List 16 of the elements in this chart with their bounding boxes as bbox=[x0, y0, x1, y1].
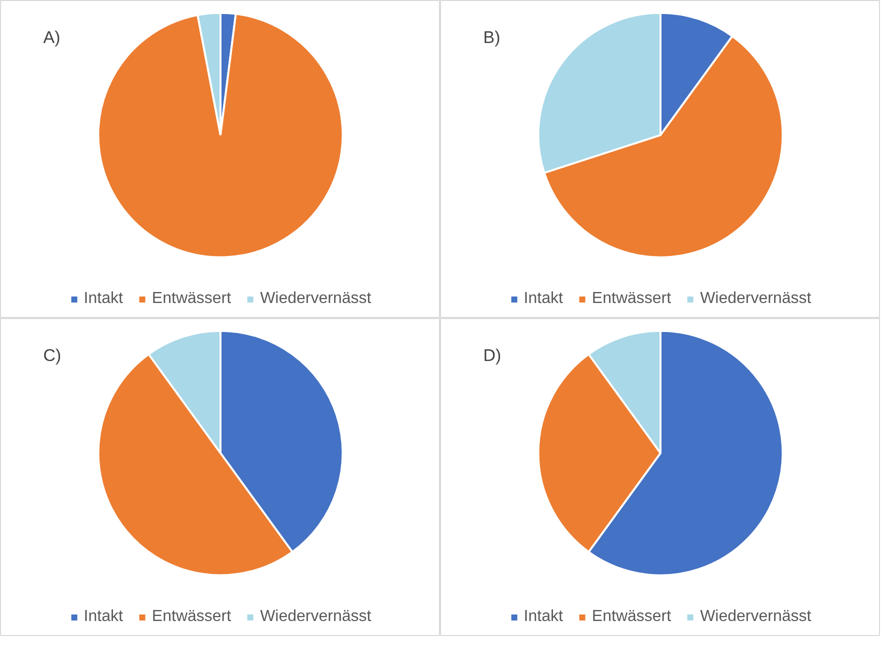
legend-label: Intakt bbox=[524, 608, 563, 626]
legend-label: Entwässert bbox=[592, 290, 672, 308]
legend-label: Entwässert bbox=[152, 608, 232, 626]
text: C) bbox=[43, 346, 62, 365]
legend-label: Entwässert bbox=[592, 608, 672, 626]
legend-label: Intakt bbox=[84, 290, 123, 308]
text: D) bbox=[483, 346, 502, 365]
legend-label: Wiedervernässt bbox=[700, 608, 812, 626]
legend-label: Intakt bbox=[84, 608, 123, 626]
legend-label: Wiedervernässt bbox=[260, 608, 372, 626]
text: A) bbox=[43, 28, 60, 47]
legend-label: Wiedervernässt bbox=[700, 290, 812, 308]
text: B) bbox=[483, 28, 500, 47]
legend-label: Entwässert bbox=[152, 290, 232, 308]
legend-label: Wiedervernässt bbox=[260, 290, 372, 308]
legend-label: Intakt bbox=[524, 290, 563, 308]
